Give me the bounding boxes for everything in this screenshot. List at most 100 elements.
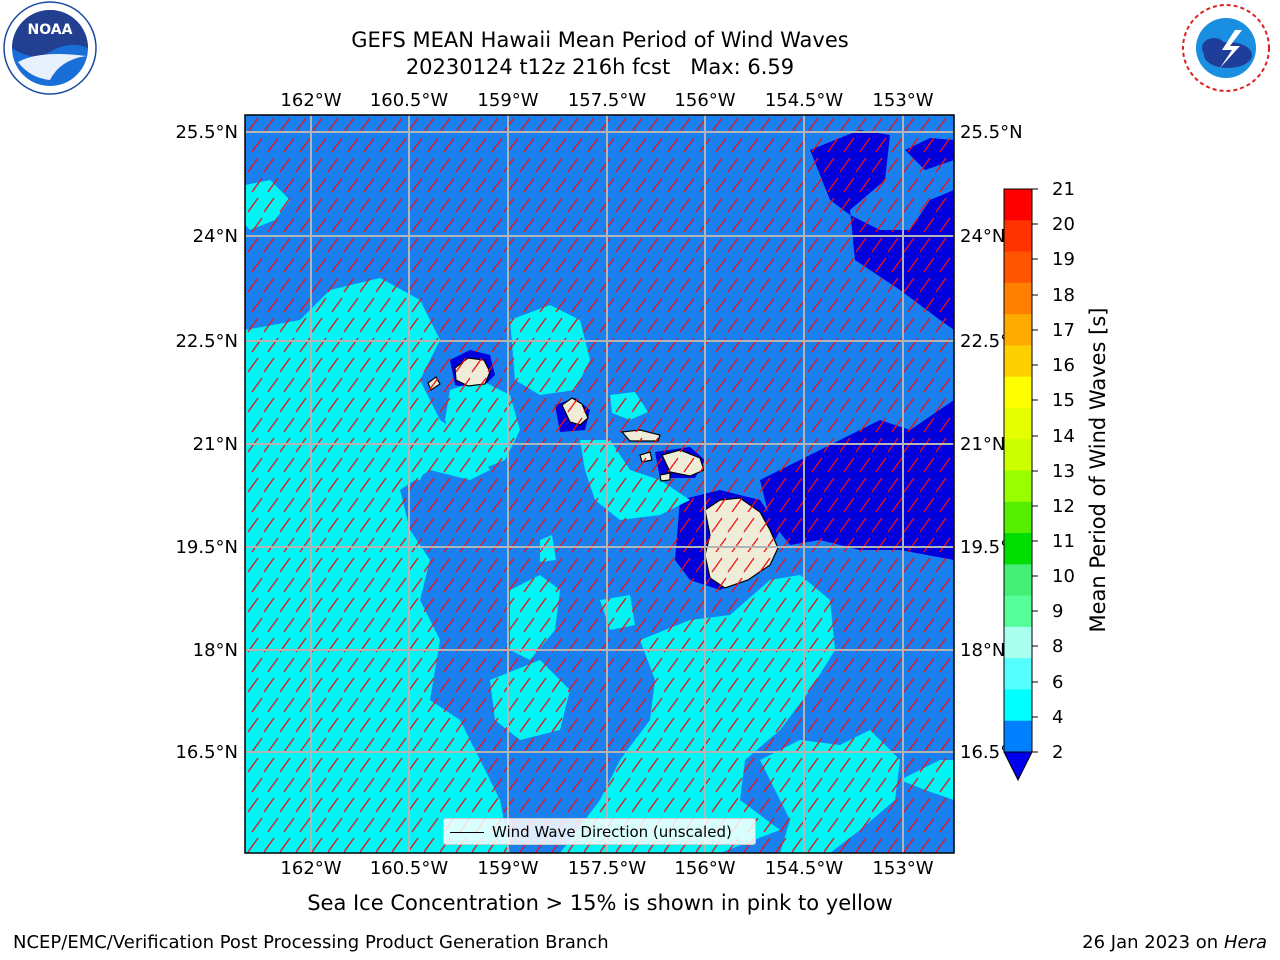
direction-arrow xyxy=(651,537,663,553)
direction-arrow xyxy=(427,537,439,553)
colorbar-tick-label: 12 xyxy=(1052,496,1075,517)
direction-arrow xyxy=(267,497,279,513)
direction-arrow xyxy=(535,517,547,533)
direction-arrow xyxy=(791,837,803,853)
direction-arrow xyxy=(599,597,611,613)
direction-arrow xyxy=(247,837,259,853)
direction-arrow xyxy=(747,137,759,153)
direction-arrow xyxy=(599,797,611,813)
direction-arrow xyxy=(923,177,935,193)
direction-arrow xyxy=(331,737,343,753)
noaa-logo: NOAA xyxy=(3,1,97,95)
direction-arrow xyxy=(683,257,695,273)
direction-arrow xyxy=(711,797,723,813)
direction-arrow xyxy=(935,237,947,253)
direction-arrow xyxy=(343,597,355,613)
direction-arrow xyxy=(487,277,499,293)
direction-arrow xyxy=(539,537,551,553)
direction-arrow xyxy=(843,617,855,633)
direction-arrow xyxy=(491,217,503,233)
direction-arrow xyxy=(491,457,503,473)
direction-arrow xyxy=(295,397,307,413)
direction-arrow xyxy=(923,377,935,393)
direction-arrow xyxy=(811,777,823,793)
direction-arrow xyxy=(567,677,579,693)
direction-arrow xyxy=(327,277,339,293)
direction-arrow xyxy=(647,357,659,373)
direction-arrow xyxy=(859,817,871,833)
direction-arrow xyxy=(331,617,343,633)
direction-arrow xyxy=(535,557,547,573)
direction-arrow xyxy=(427,817,439,833)
direction-arrow xyxy=(891,657,903,673)
direction-arrow xyxy=(423,317,435,333)
direction-arrow xyxy=(507,257,519,273)
direction-arrow xyxy=(343,677,355,693)
direction-arrow xyxy=(647,757,659,773)
direction-arrow xyxy=(347,777,359,793)
direction-arrow xyxy=(663,757,675,773)
direction-arrow xyxy=(775,597,787,613)
colorbar-ticks: 21 20 19 18 17 16 15 14 13 12 11 10 9 8 6 4 2 xyxy=(1032,179,1075,763)
direction-arrow xyxy=(747,217,759,233)
direction-arrow xyxy=(519,717,531,733)
direction-arrow xyxy=(747,777,759,793)
direction-arrow xyxy=(727,557,739,573)
direction-arrow xyxy=(427,137,439,153)
direction-arrow xyxy=(679,317,691,333)
direction-arrow xyxy=(811,497,823,513)
colorbar-bin xyxy=(1004,220,1032,253)
direction-arrow xyxy=(311,717,323,733)
direction-arrow xyxy=(535,397,547,413)
direction-arrow xyxy=(251,497,263,513)
direction-arrow xyxy=(839,837,851,853)
direction-arrow xyxy=(571,777,583,793)
direction-arrow xyxy=(475,737,487,753)
direction-arrow xyxy=(299,657,311,673)
direction-arrow xyxy=(471,237,483,253)
direction-arrow xyxy=(631,117,643,133)
direction-arrow xyxy=(263,397,275,413)
direction-arrow xyxy=(391,237,403,253)
direction-arrow xyxy=(891,497,903,513)
direction-arrow xyxy=(455,677,467,693)
direction-arrow xyxy=(807,277,819,293)
direction-arrow xyxy=(519,317,531,333)
direction-arrow xyxy=(315,617,327,633)
colorbar-bin xyxy=(1004,407,1032,440)
direction-arrow xyxy=(935,277,947,293)
direction-arrow xyxy=(583,157,595,173)
direction-arrow xyxy=(459,177,471,193)
direction-arrow xyxy=(423,397,435,413)
direction-arrow xyxy=(763,497,775,513)
direction-arrow xyxy=(427,657,439,673)
direction-arrow xyxy=(907,537,919,553)
direction-arrow xyxy=(875,697,887,713)
direction-arrow xyxy=(455,757,467,773)
direction-arrow xyxy=(923,777,935,793)
colorbar xyxy=(1003,188,1033,782)
direction-arrow xyxy=(375,757,387,773)
direction-arrow xyxy=(743,197,755,213)
direction-arrow xyxy=(587,737,599,753)
direction-arrow xyxy=(715,657,727,673)
direction-arrow xyxy=(331,257,343,273)
direction-arrow xyxy=(343,237,355,253)
direction-arrow xyxy=(455,317,467,333)
direction-arrow xyxy=(343,157,355,173)
direction-arrow xyxy=(507,537,519,553)
direction-arrow xyxy=(331,377,343,393)
direction-arrow xyxy=(295,157,307,173)
direction-arrow xyxy=(279,277,291,293)
direction-arrow xyxy=(411,497,423,513)
direction-arrow xyxy=(935,517,947,533)
direction-arrow xyxy=(807,357,819,373)
direction-arrow xyxy=(427,417,439,433)
direction-arrow xyxy=(491,777,503,793)
direction-arrow xyxy=(827,657,839,673)
direction-arrow xyxy=(363,657,375,673)
direction-arrow xyxy=(763,257,775,273)
direction-arrow xyxy=(523,737,535,753)
direction-arrow xyxy=(283,257,295,273)
direction-arrow xyxy=(763,417,775,433)
